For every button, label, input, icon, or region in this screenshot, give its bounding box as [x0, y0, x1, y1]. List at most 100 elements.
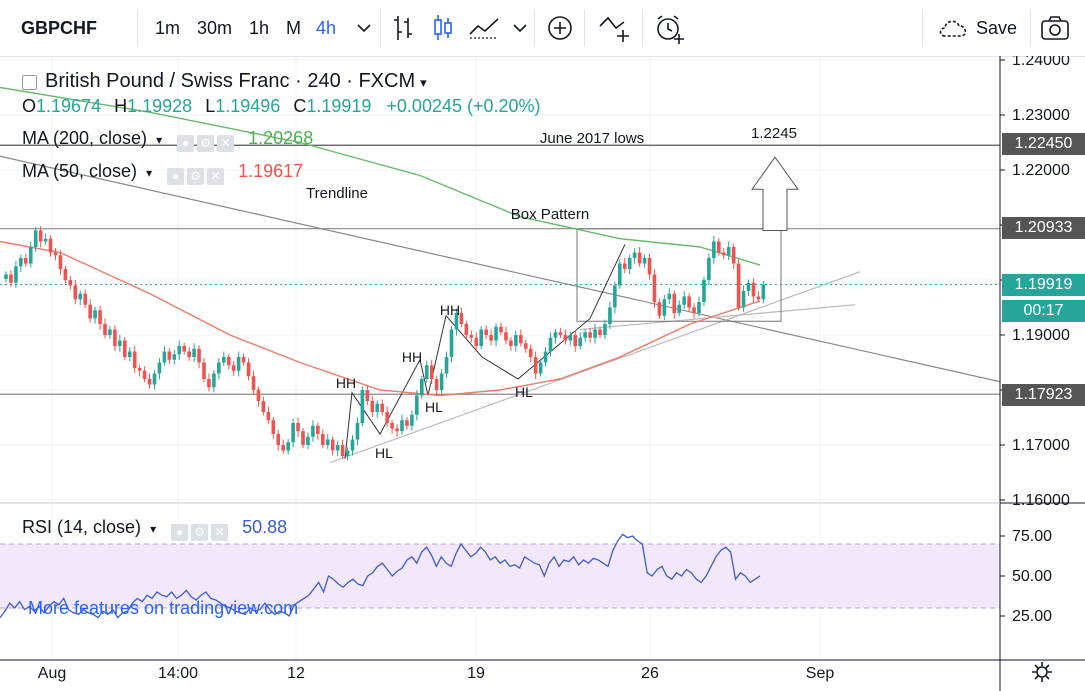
candle — [123, 337, 127, 361]
ma200-value: 1.20268 — [248, 128, 314, 148]
candles-icon[interactable] — [432, 14, 454, 42]
chevron-down-icon[interactable]: ▾ — [420, 75, 427, 90]
interval-1m[interactable]: 1m — [155, 18, 181, 38]
candle-body — [58, 255, 63, 269]
candle-body — [236, 357, 241, 371]
interval-1h[interactable]: 1h — [249, 18, 270, 38]
gear-icon[interactable]: ⚙ — [187, 168, 205, 185]
eye-icon[interactable]: ● — [171, 524, 189, 541]
price-chart[interactable]: June 2017 lows 1.2245 Trendline Box Pattern… — [0, 56, 1085, 691]
candle-body — [637, 252, 642, 264]
promo-link[interactable]: More features on tradingview.com — [28, 598, 299, 618]
up-arrow-icon — [751, 156, 799, 231]
candle — [261, 396, 266, 416]
candle-body — [702, 280, 706, 302]
candle-body — [202, 362, 206, 379]
candle — [746, 279, 751, 296]
candle-body — [281, 445, 285, 451]
candle-body — [385, 412, 389, 423]
gear-icon[interactable]: ⚙ — [191, 524, 209, 541]
candle — [83, 289, 87, 309]
rsi-legend[interactable]: RSI (14, close) ▾ ● ⚙ ✕ 50.88 — [22, 517, 287, 541]
candle — [330, 436, 335, 456]
candle — [360, 386, 365, 427]
candle — [613, 282, 617, 314]
candle — [657, 298, 662, 320]
candle — [321, 429, 325, 449]
close-icon[interactable]: ✕ — [217, 135, 235, 152]
add-compare-icon[interactable] — [546, 14, 574, 42]
eye-icon[interactable]: ● — [177, 135, 195, 152]
add-alert-line-icon[interactable] — [598, 14, 632, 44]
candle — [434, 375, 439, 396]
indicators-dropdown-chevron-icon[interactable] — [512, 14, 528, 42]
candle-body — [449, 329, 454, 357]
drawing-labels: June 2017 lows 1.2245 Trendline Box Pattern… — [306, 125, 797, 461]
candle-body — [707, 258, 711, 280]
chevron-down-icon[interactable]: ▾ — [156, 133, 163, 147]
eye-icon[interactable]: ● — [167, 168, 185, 185]
candle — [311, 420, 315, 442]
candle-body — [261, 401, 266, 412]
settings-gear-icon[interactable] — [1030, 660, 1054, 684]
chevron-down-icon[interactable]: ▾ — [146, 166, 153, 180]
candle — [721, 248, 726, 260]
candle — [58, 249, 63, 275]
chevron-down-icon[interactable]: ▾ — [150, 522, 157, 536]
interval-4h[interactable]: 4h — [316, 18, 337, 38]
candle-body — [563, 335, 568, 341]
candle-body — [355, 423, 360, 440]
candle — [637, 247, 642, 267]
candle-body — [573, 335, 578, 346]
candle-body — [553, 332, 558, 338]
candle-body — [63, 269, 68, 280]
close-icon[interactable]: ✕ — [211, 524, 229, 541]
interval-m[interactable]: M — [286, 18, 301, 38]
candle — [395, 424, 399, 438]
candle-body — [132, 351, 137, 368]
candle-body — [756, 296, 761, 300]
indicators-icon[interactable] — [468, 14, 502, 42]
candle-body — [608, 307, 612, 324]
candle-body — [499, 326, 503, 333]
candle — [19, 254, 23, 273]
alarm-clock-icon[interactable] — [654, 14, 686, 44]
candle — [410, 410, 414, 431]
candle — [702, 276, 706, 307]
interval-dropdown-chevron-icon[interactable] — [356, 14, 372, 42]
bar-chart-icon[interactable] — [392, 14, 414, 42]
candle-body — [197, 348, 201, 363]
candle-body — [4, 274, 8, 279]
target-label: 1.2245 — [751, 125, 797, 142]
candle-body — [286, 442, 290, 451]
ohlc-legend: O1.19674 H1.19928 L1.19496 C1.19919 +0.0… — [22, 96, 541, 116]
save-button[interactable]: Save — [976, 18, 1018, 38]
top-toolbar: GBPCHF 1m 30m 1h M 4h Save — [0, 0, 1085, 57]
candle — [192, 343, 196, 362]
gear-icon[interactable]: ⚙ — [197, 135, 215, 152]
candle-body — [603, 324, 607, 335]
candle-body — [464, 324, 469, 335]
collapse-legend-icon[interactable] — [22, 75, 37, 90]
camera-snapshot-icon[interactable] — [1040, 14, 1070, 42]
candle-body — [682, 296, 686, 305]
zigzag-line — [344, 244, 626, 459]
candle-body — [538, 362, 543, 374]
time-tick-label: Sep — [806, 665, 835, 682]
candle — [454, 308, 459, 336]
candle — [415, 390, 419, 421]
trendline-label: Trendline — [306, 185, 368, 202]
candle-body — [647, 258, 652, 275]
ma50-legend[interactable]: MA (50, close) ▾ ● ⚙ ✕ 1.19617 — [22, 161, 303, 185]
candle-body — [350, 439, 355, 451]
candle-body — [296, 423, 300, 432]
symbol-search[interactable]: GBPCHF — [21, 18, 97, 38]
symbol-legend: British Pound / Swiss Franc · 240 · FXCM… — [22, 70, 427, 93]
close-icon[interactable]: ✕ — [207, 168, 225, 185]
candle-body — [157, 362, 162, 374]
ma200-legend[interactable]: MA (200, close) ▾ ● ⚙ ✕ 1.20268 — [22, 128, 313, 152]
interval-30m[interactable]: 30m — [197, 18, 233, 38]
cloud-save-icon[interactable] — [936, 14, 972, 42]
candle-body — [677, 304, 681, 313]
candle-body — [380, 403, 384, 412]
